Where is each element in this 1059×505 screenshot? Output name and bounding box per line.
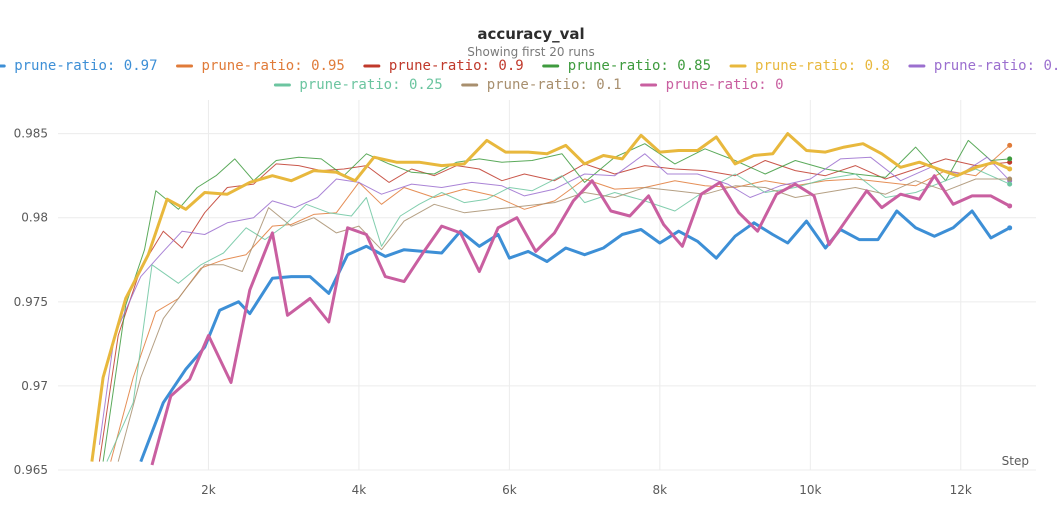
series-end-point-prune-ratio-0-97 [1007,225,1013,231]
legend-item-prune-ratio-0[interactable]: prune-ratio: 0 [640,77,784,93]
legend-label: prune-ratio: 0.85 [568,58,711,74]
x-tick-label: 10k [799,483,821,497]
series-line-prune-ratio-0-25[interactable] [106,168,1010,462]
x-tick-label: 6k [502,483,517,497]
series-line-prune-ratio-0-9[interactable] [98,158,1010,462]
y-tick-label: 0.975 [14,295,48,309]
legend-label: prune-ratio: 0.5 [934,58,1059,74]
series-line-prune-ratio-0-5[interactable] [98,153,1011,445]
legend-item-prune-ratio-0-25[interactable]: prune-ratio: 0.25 [273,77,443,93]
end-markers [1007,142,1013,231]
series-end-point-prune-ratio-0-25 [1007,181,1013,187]
series-end-point-prune-ratio-0-1 [1007,176,1013,182]
x-tick-label: 2k [201,483,216,497]
legend-item-prune-ratio-0-5[interactable]: prune-ratio: 0.5 [908,58,1059,74]
series-end-point-prune-ratio-0-95 [1007,142,1013,148]
y-tick-label: 0.985 [14,127,48,141]
series-end-point-prune-ratio-0-8 [1007,166,1013,172]
series-end-point-prune-ratio-0-85 [1007,156,1013,162]
legend-item-prune-ratio-0-1[interactable]: prune-ratio: 0.1 [461,77,622,93]
series-line-prune-ratio-0-1[interactable] [117,178,1010,462]
y-tick-label: 0.965 [14,463,48,477]
series-thick-layer [90,132,1011,466]
legend-item-prune-ratio-0-9[interactable]: prune-ratio: 0.9 [363,58,524,74]
y-tick-label: 0.98 [21,211,48,225]
chart-title: accuracy_val [477,25,584,43]
series-line-prune-ratio-0-97[interactable] [139,209,1011,463]
legend-item-prune-ratio-0-97[interactable]: prune-ratio: 0.97 [0,58,158,74]
x-axis: 2k 4k 6k 8k 10k 12k [201,483,972,497]
series-thin-layer [98,139,1011,462]
legend-label: prune-ratio: 0.1 [487,77,622,93]
y-tick-label: 0.97 [21,379,48,393]
series-line-prune-ratio-0-8[interactable] [90,132,1011,462]
series-line-prune-ratio-0-95[interactable] [110,145,1011,462]
legend-label: prune-ratio: 0.8 [755,58,890,74]
legend-item-prune-ratio-0-85[interactable]: prune-ratio: 0.85 [542,58,711,74]
legend-item-prune-ratio-0-95[interactable]: prune-ratio: 0.95 [176,58,345,74]
grid [58,100,1036,471]
x-tick-label: 12k [950,483,972,497]
legend-item-prune-ratio-0-8[interactable]: prune-ratio: 0.8 [729,58,890,74]
legend-label: prune-ratio: 0 [666,77,784,93]
legend: prune-ratio: 0.97 prune-ratio: 0.95 prune-… [0,58,1059,93]
series-end-point-prune-ratio-0 [1007,203,1013,209]
legend-label: prune-ratio: 0.25 [299,77,442,93]
x-tick-label: 4k [352,483,367,497]
x-axis-label: Step [1002,454,1029,468]
chart-subtitle: Showing first 20 runs [467,45,595,59]
legend-label: prune-ratio: 0.97 [14,58,157,74]
legend-label: prune-ratio: 0.95 [202,58,345,74]
x-tick-label: 8k [653,483,668,497]
y-axis: 0.965 0.97 0.975 0.98 0.985 [14,127,48,477]
series-line-prune-ratio-0[interactable] [150,174,1011,466]
legend-label: prune-ratio: 0.9 [389,58,524,74]
series-line-prune-ratio-0-85[interactable] [102,139,1010,462]
